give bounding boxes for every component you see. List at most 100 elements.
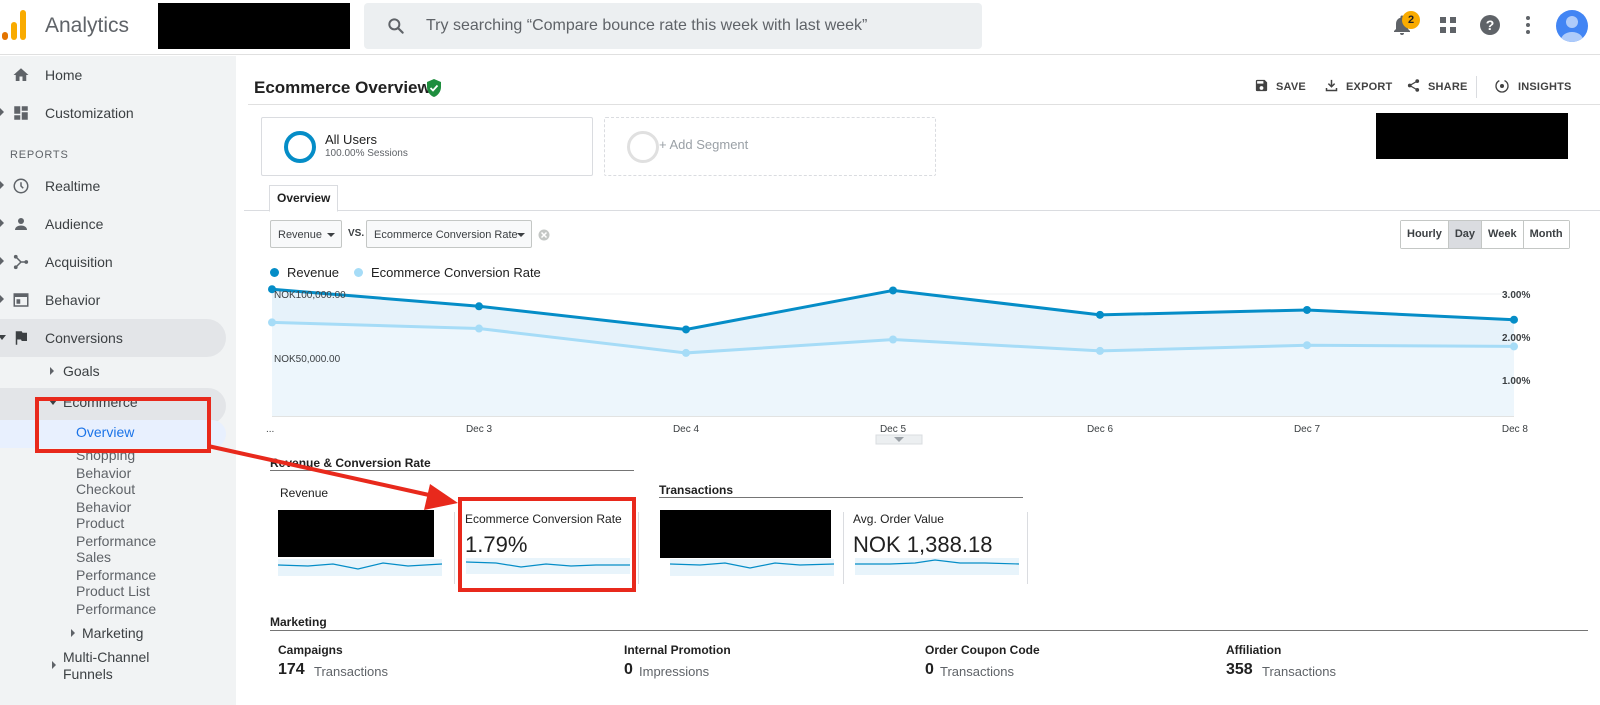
help-icon[interactable]: ? [1478, 13, 1502, 37]
redacted-account-selector[interactable] [158, 3, 350, 49]
y-tick-label-right: 1.00% [1502, 376, 1530, 387]
page-title-text: Ecommerce Overview [254, 78, 431, 97]
sidebar-item-marketing[interactable]: Marketing [82, 625, 144, 641]
x-tick-label: Dec 3 [466, 424, 493, 435]
search-input[interactable]: Try searching “Compare bounce rate this … [426, 17, 868, 34]
redacted-transactions-value [660, 510, 831, 558]
section-underline [270, 470, 634, 471]
sidebar-item-audience[interactable]: Audience [0, 205, 226, 243]
page-title: Ecommerce Overview [254, 78, 441, 98]
sidebar-item-sales-performance[interactable]: Sales Performance [76, 549, 157, 583]
marketing-campaigns-unit: Transactions [314, 664, 388, 679]
data-point-revenue [1510, 315, 1518, 324]
segment-all-users[interactable]: All Users 100.00% Sessions [261, 117, 593, 176]
collapse-caret-icon [49, 400, 57, 405]
metric1-dropdown[interactable]: Revenue [270, 220, 342, 248]
sidebar-item-product-performance[interactable]: Product Performance [76, 515, 157, 549]
apps-grid-icon[interactable] [1436, 13, 1460, 37]
sidebar-item-product-list-performance[interactable]: Product List Performance [76, 583, 157, 617]
marketing-campaigns-title: Campaigns [278, 643, 343, 657]
sidebar-item-label: Customization [45, 105, 134, 121]
insights-icon [1495, 79, 1509, 93]
revenue-metric-label: Revenue [280, 486, 329, 500]
highlight-box-conversion-rate [458, 497, 636, 592]
sidebar-item-conversions[interactable]: Conversions [0, 319, 226, 357]
notification-badge: 2 [1402, 11, 1420, 29]
sidebar-item-customization[interactable]: Customization [0, 94, 226, 132]
redacted-revenue-value [278, 510, 434, 557]
share-icon [1407, 79, 1420, 92]
tab-bar: Overview [244, 183, 1600, 212]
data-point-conversion-rate [268, 318, 276, 327]
sidebar-item-overview[interactable]: Overview [76, 424, 135, 440]
section-underline [270, 630, 1588, 631]
conversion-rate-label: Ecommerce Conversion Rate [465, 512, 622, 526]
granularity-day[interactable]: Day [1447, 221, 1482, 248]
sidebar-item-label: Acquisition [45, 254, 113, 270]
section-title-transactions: Transactions [659, 483, 734, 497]
granularity-hourly[interactable]: Hourly [1401, 221, 1448, 248]
expand-caret-icon [0, 108, 4, 116]
sidebar: Home Customization REPORTS Realtime Audi… [0, 56, 236, 705]
data-point-revenue [268, 285, 276, 294]
flag-icon [15, 331, 27, 345]
expand-caret-icon [0, 295, 4, 303]
data-point-revenue [682, 325, 690, 334]
download-icon [1325, 79, 1338, 92]
add-segment-label: + Add Segment [659, 137, 749, 152]
segment-name: All Users [325, 132, 378, 147]
data-point-conversion-rate [682, 348, 690, 357]
search-icon [388, 18, 404, 34]
tab-overview[interactable]: Overview [269, 185, 339, 212]
more-vert-icon[interactable] [1516, 13, 1540, 37]
granularity-week[interactable]: Week [1481, 221, 1523, 248]
sidebar-item-label: Home [45, 67, 83, 83]
granularity-month[interactable]: Month [1522, 221, 1569, 248]
metric2-value: Ecommerce Conversion Rate [374, 229, 518, 241]
data-point-conversion-rate [1510, 342, 1518, 351]
conversion-rate-value: 1.79% [465, 532, 528, 557]
legend-swatch [270, 268, 279, 277]
sidebar-item-label: Behavior [45, 292, 101, 308]
expand-caret-icon [52, 661, 56, 669]
section-title-marketing: Marketing [270, 615, 327, 629]
metric1-value: Revenue [278, 229, 323, 241]
legend-swatch [354, 268, 363, 277]
revenue-sparkline [278, 559, 442, 576]
sidebar-item-realtime[interactable]: Realtime [0, 167, 226, 205]
marketing-internal-promotion-value: 0 [624, 661, 633, 678]
user-avatar[interactable] [1556, 10, 1588, 42]
home-icon [13, 68, 29, 81]
avg-order-value-label: Avg. Order Value [853, 512, 944, 526]
line-chart: NOK100,000.00 NOK50,000.00 3.00% 2.00% 1.00%… [266, 285, 1530, 445]
dashboard-icon [14, 106, 28, 120]
highlight-box-sidebar [35, 397, 211, 453]
data-point-conversion-rate [1096, 346, 1104, 355]
dropdown-arrow-icon [517, 233, 525, 237]
clock-icon [13, 178, 29, 194]
series-area-conversion-rate [272, 322, 1514, 416]
data-point-revenue [1096, 310, 1104, 319]
sidebar-item-checkout-behavior[interactable]: Checkout Behavior [76, 481, 136, 515]
sidebar-item-behavior[interactable]: Behavior [0, 281, 226, 319]
sidebar-item-acquisition[interactable]: Acquisition [0, 243, 226, 281]
remove-comparison-icon[interactable] [538, 229, 550, 241]
metric2-dropdown[interactable]: Ecommerce Conversion Rate [366, 220, 532, 248]
expand-caret-icon [0, 257, 4, 265]
header-divider [248, 104, 1600, 105]
main-content: Ecommerce Overview SAVE EXPORT SHARE INS… [236, 56, 1600, 705]
marketing-affiliation-title: Affiliation [1226, 643, 1282, 657]
legend-label: Revenue [287, 265, 340, 280]
marketing-coupon-code-title: Order Coupon Code [925, 643, 1040, 657]
sidebar-item-goals[interactable]: Goals [63, 363, 100, 379]
legend-label: Ecommerce Conversion Rate [371, 265, 541, 280]
expand-caret-icon [0, 219, 4, 227]
redacted-date-range[interactable] [1376, 113, 1568, 159]
sidebar-item-home[interactable]: Home [0, 56, 226, 94]
add-segment-button[interactable]: + Add Segment [604, 117, 936, 176]
search-box[interactable]: Try searching “Compare bounce rate this … [364, 3, 982, 49]
x-tick-label: Dec 7 [1294, 424, 1321, 435]
sidebar-item-multi-channel-funnels[interactable]: Multi-Channel Funnels [63, 649, 150, 682]
insights-button-label: INSIGHTS [1518, 81, 1572, 93]
marketing-coupon-code-value: 0 [925, 661, 934, 678]
